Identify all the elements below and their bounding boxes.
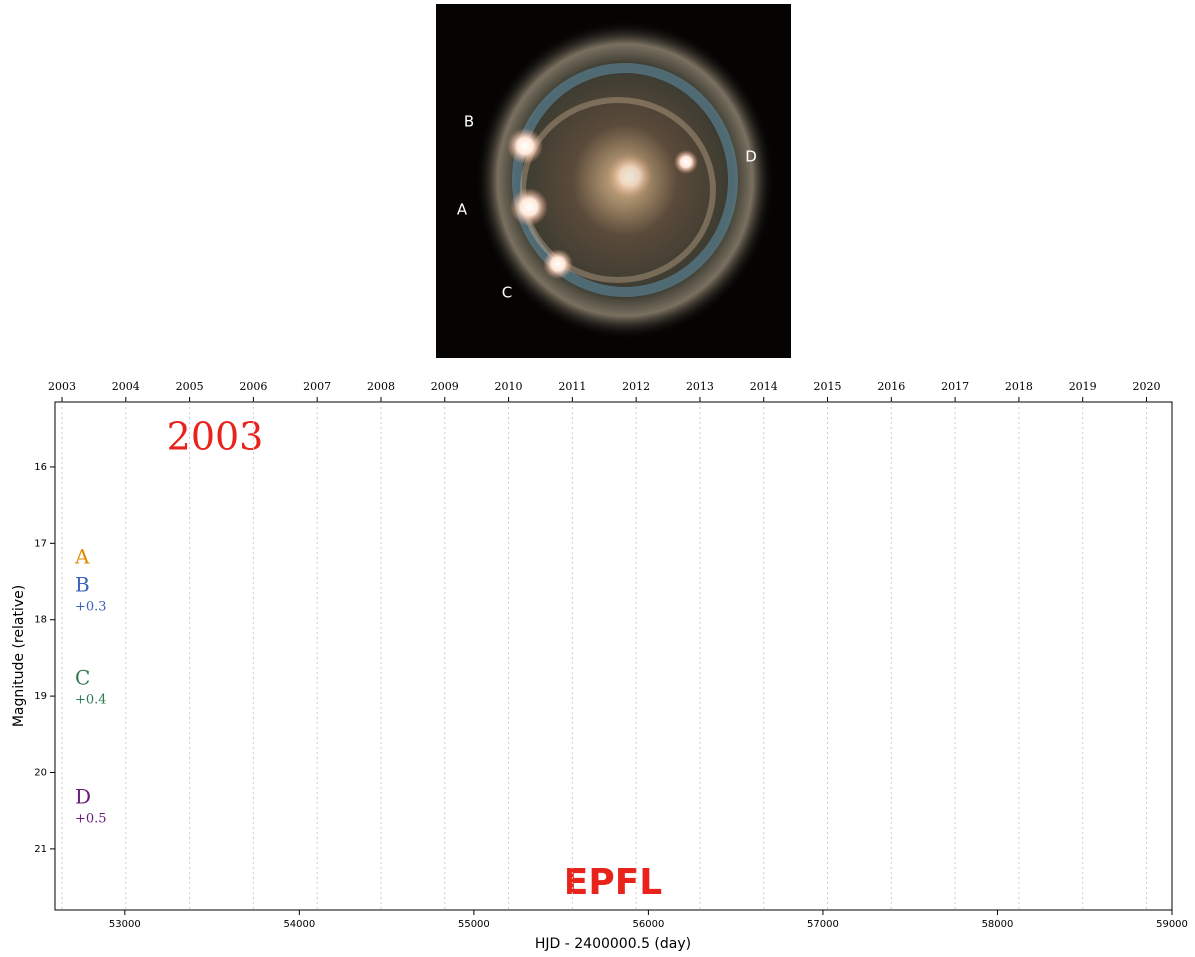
legend-offset: +0.3 bbox=[75, 600, 107, 615]
top-tick-label: 2011 bbox=[558, 380, 586, 393]
top-tick-label: 2013 bbox=[686, 380, 714, 393]
year-annotation: 2003 bbox=[167, 415, 264, 459]
y-axis-title: Magnitude (relative) bbox=[11, 585, 27, 727]
legend-label: C bbox=[75, 666, 90, 690]
top-tick-label: 2007 bbox=[303, 380, 331, 393]
y-tick-label: 18 bbox=[34, 615, 47, 626]
image-label: D bbox=[745, 148, 757, 166]
y-tick-label: 21 bbox=[34, 844, 47, 855]
page: B A C D 2003 HJD - 2400000.5 (day) Magni… bbox=[0, 0, 1195, 953]
plot-frame bbox=[55, 402, 1172, 910]
x-tick-label: 56000 bbox=[633, 919, 665, 930]
x-tick-label: 55000 bbox=[458, 919, 490, 930]
y-tick-label: 20 bbox=[34, 767, 47, 778]
x-tick-label: 57000 bbox=[807, 919, 839, 930]
legend-label: D bbox=[75, 785, 91, 809]
x-tick-label: 59000 bbox=[1156, 919, 1188, 930]
top-tick-label: 2008 bbox=[367, 380, 395, 393]
top-tick-label: 2020 bbox=[1132, 380, 1160, 393]
top-tick-label: 2003 bbox=[48, 380, 76, 393]
image-label: A bbox=[457, 201, 468, 219]
y-tick-label: 17 bbox=[34, 538, 47, 549]
top-tick-label: 2018 bbox=[1005, 380, 1033, 393]
x-axis-title: HJD - 2400000.5 (day) bbox=[535, 936, 691, 952]
y-tick-label: 19 bbox=[34, 691, 47, 702]
lens-image: B A C D bbox=[436, 4, 791, 358]
top-tick-label: 2005 bbox=[176, 380, 204, 393]
top-tick-label: 2017 bbox=[941, 380, 969, 393]
x-tick-label: 54000 bbox=[283, 919, 315, 930]
x-tick-label: 58000 bbox=[982, 919, 1014, 930]
top-tick-label: 2009 bbox=[431, 380, 459, 393]
top-tick-label: 2016 bbox=[877, 380, 905, 393]
image-label: B bbox=[464, 113, 474, 131]
logo: EPFL bbox=[564, 862, 663, 903]
x-tick-label: 53000 bbox=[109, 919, 141, 930]
top-tick-label: 2014 bbox=[750, 380, 778, 393]
top-tick-label: 2010 bbox=[495, 380, 523, 393]
top-tick-label: 2006 bbox=[239, 380, 267, 393]
legend-label: A bbox=[74, 545, 90, 569]
y-tick-label: 16 bbox=[34, 462, 47, 473]
top-tick-label: 2015 bbox=[814, 380, 842, 393]
legend-offset: +0.5 bbox=[75, 812, 107, 827]
top-tick-label: 2019 bbox=[1069, 380, 1097, 393]
image-label: C bbox=[502, 284, 512, 302]
legend-label: B bbox=[75, 573, 90, 597]
top-tick-label: 2004 bbox=[112, 380, 140, 393]
top-tick-label: 2012 bbox=[622, 380, 650, 393]
legend-offset: +0.4 bbox=[75, 693, 107, 708]
